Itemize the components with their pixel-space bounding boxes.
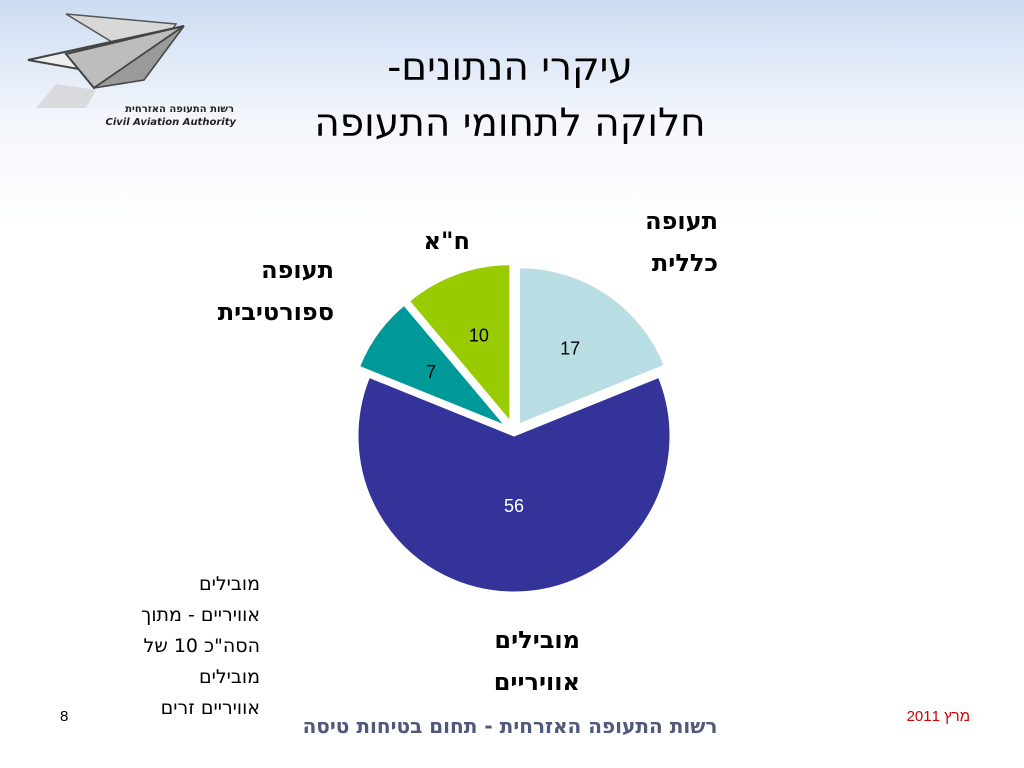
- slice-air-force: [408, 264, 511, 423]
- category-label-line: ח"א: [423, 227, 470, 255]
- category-label-line: כללית: [651, 249, 718, 277]
- category-label-general-aviation: תעופה כללית: [600, 200, 718, 284]
- category-label-line: אוויריים: [493, 668, 580, 696]
- footnote-line: אוויריים זרים: [160, 697, 260, 719]
- footnote: מובילים אוויריים - מתוך הסה"כ 10 של מובי…: [100, 569, 260, 724]
- slide-title: עיקרי הנתונים- חלוקה לתחומי התעופה: [230, 40, 790, 152]
- slice-value-label: 56: [504, 496, 524, 516]
- logo-name-hebrew: רשות התעופה האזרחית: [125, 104, 234, 115]
- slice-general-aviation: [519, 267, 665, 425]
- category-label-sport-aviation: תעופה ספורטיבית: [170, 249, 334, 333]
- category-label-air-carriers: מובילים אוויריים: [400, 619, 580, 703]
- category-label-line: ספורטיבית: [217, 298, 334, 326]
- page-number: 8: [60, 708, 69, 725]
- category-label-air-force: ח"א: [380, 220, 470, 262]
- title-line-2: חלוקה לתחומי התעופה: [314, 101, 706, 146]
- category-label-line: תעופה: [645, 207, 718, 235]
- footnote-line: מובילים: [199, 666, 260, 688]
- slice-value-label: 10: [469, 326, 489, 346]
- footnote-line: מובילים: [199, 573, 260, 595]
- footnote-line: אוויריים - מתוך: [141, 604, 260, 626]
- title-line-1: עיקרי הנתונים-: [387, 45, 633, 90]
- slice-value-label: 7: [426, 362, 436, 382]
- footer-organization: רשות התעופה האזרחית - תחום בטיחות טיסה: [302, 714, 718, 738]
- footnote-line: הסה"כ 10 של: [143, 635, 260, 657]
- logo-name-english: Civil Aviation Authority: [105, 117, 236, 128]
- paper-plane-icon: [27, 13, 185, 108]
- footer-date: מרץ 2011: [906, 708, 970, 725]
- category-label-line: מובילים: [494, 626, 580, 654]
- slice-value-label: 17: [560, 339, 580, 359]
- slice-sport-aviation: [358, 304, 505, 426]
- logo: רשות התעופה האזרחית Civil Aviation Autho…: [26, 10, 236, 128]
- category-label-line: תעופה: [261, 256, 334, 284]
- slice-air-carriers: [357, 376, 671, 593]
